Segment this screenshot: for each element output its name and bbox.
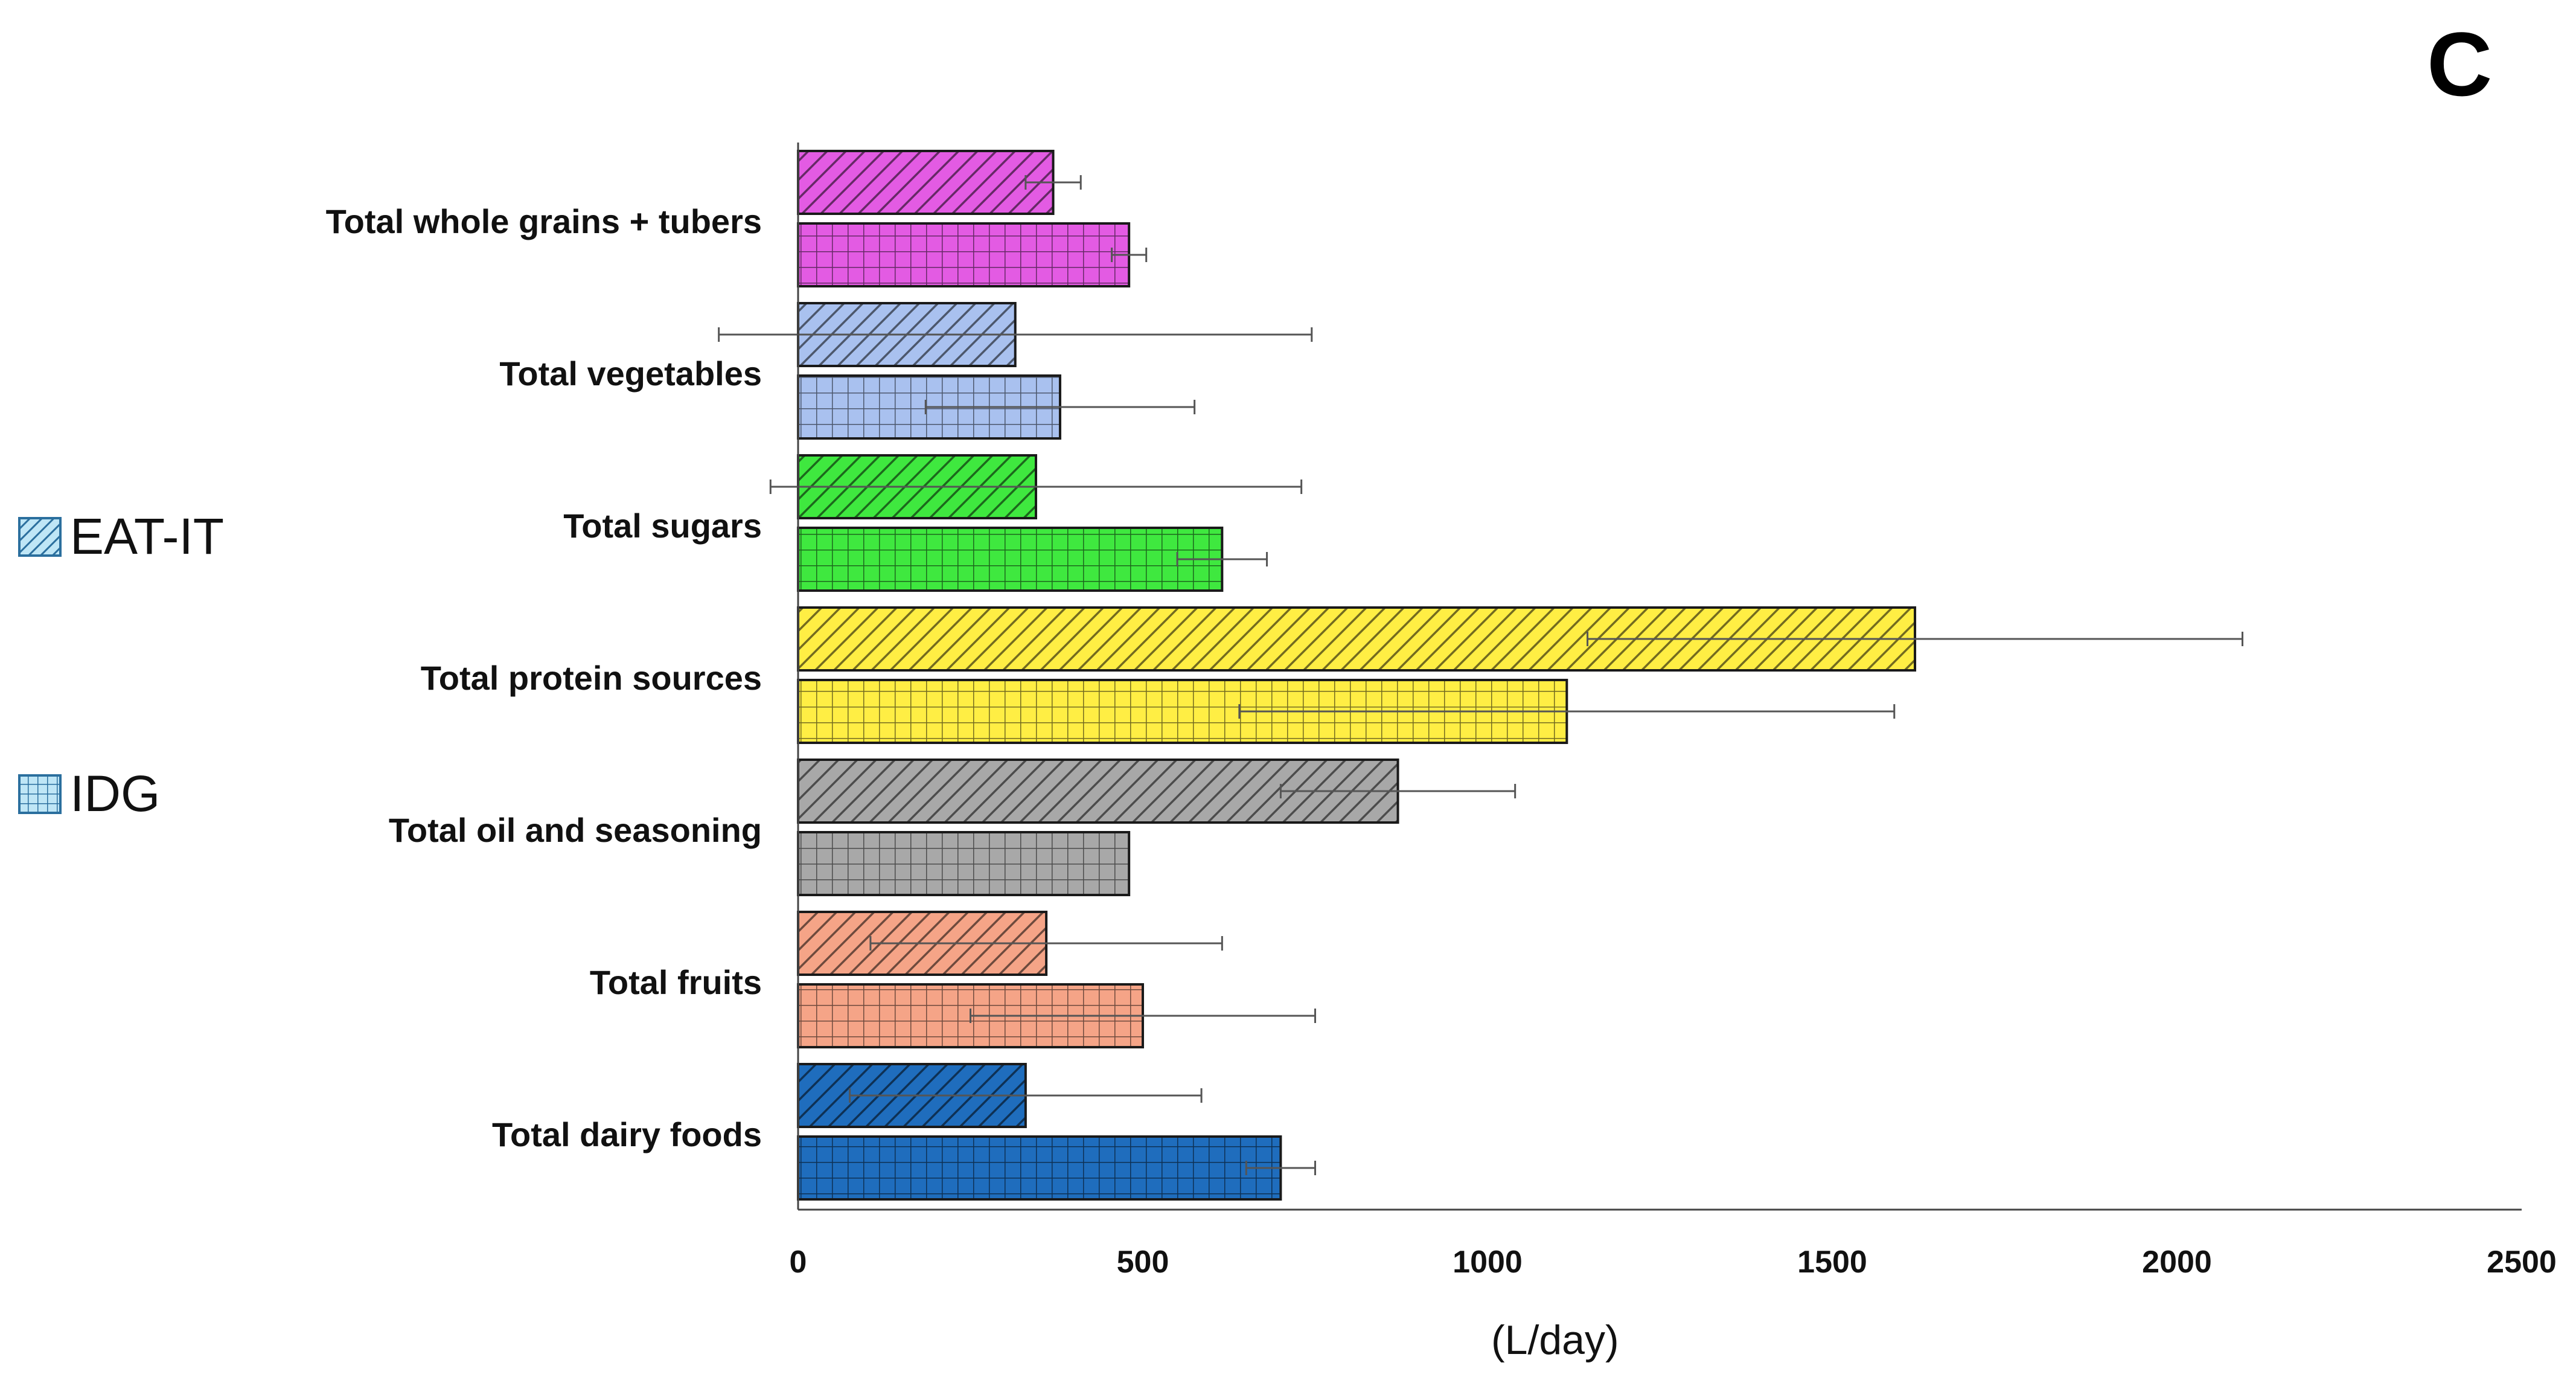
grid-swatch-icon: [18, 774, 62, 814]
x-tick-label: 1500: [1797, 1245, 1867, 1280]
diagonal-hatch-swatch-icon: [18, 516, 62, 557]
error-bar-eat-it-3: [1587, 632, 2243, 646]
legend-label-eat-it: EAT-IT: [70, 508, 225, 565]
error-bar-eat-it-1: [718, 327, 1313, 342]
bar-idg-0: [797, 222, 1131, 287]
legend-item-idg: IDG: [18, 765, 160, 823]
legend-label-idg: IDG: [70, 765, 161, 822]
x-tick-label: 1000: [1453, 1245, 1523, 1280]
error-bar-idg-6: [1245, 1161, 1316, 1175]
x-tick-label: 2500: [2487, 1245, 2557, 1280]
category-label: Total sugars: [563, 507, 762, 545]
bar-idg-4: [797, 831, 1131, 896]
panel-letter: C: [2427, 13, 2493, 115]
error-bars-layer: [718, 175, 2243, 1175]
error-bar-eat-it-2: [769, 480, 1303, 494]
category-label: Total fruits: [590, 963, 762, 1001]
category-label: Total oil and seasoning: [389, 811, 762, 849]
x-axis-title: (L/day): [1491, 1317, 1619, 1363]
error-bar-idg-2: [1176, 552, 1268, 566]
x-tick-label: 0: [790, 1245, 807, 1280]
bar-eat-it-0: [797, 150, 1055, 215]
error-bar-eat-it-6: [849, 1088, 1203, 1103]
error-bar-eat-it-5: [869, 936, 1223, 951]
bars-layer: [797, 150, 1917, 1201]
category-label: Total dairy foods: [492, 1115, 762, 1153]
x-tick-label: 500: [1117, 1245, 1169, 1280]
category-label: Total vegetables: [499, 354, 762, 393]
legend-item-eat-it: EAT-IT: [18, 507, 224, 566]
error-bar-idg-0: [1111, 248, 1148, 262]
error-bar-idg-3: [1238, 704, 1896, 719]
category-label: Total whole grains + tubers: [326, 202, 762, 240]
error-bar-idg-1: [924, 400, 1196, 414]
bar-idg-2: [797, 527, 1224, 592]
error-bar-idg-5: [970, 1009, 1316, 1023]
error-bar-eat-it-0: [1024, 175, 1082, 190]
category-label: Total protein sources: [421, 659, 762, 697]
x-axis: 0 500 1000 1500 2000 2500: [790, 143, 2557, 1280]
category-labels: Total whole grains + tubers Total vegetab…: [326, 202, 762, 1153]
error-bar-eat-it-4: [1279, 784, 1517, 798]
x-tick-label: 2000: [2142, 1245, 2212, 1280]
bar-idg-6: [797, 1135, 1282, 1201]
